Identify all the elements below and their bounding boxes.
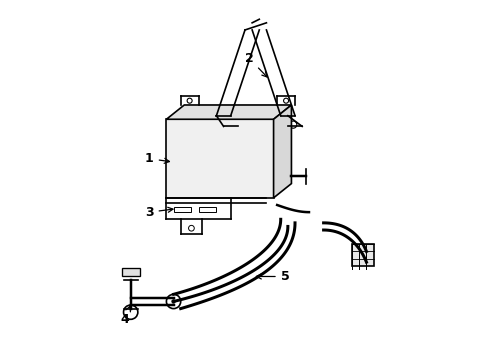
Bar bbox=[122, 267, 140, 276]
Text: 5: 5 bbox=[256, 270, 290, 283]
Bar bbox=[352, 244, 373, 266]
Text: 1: 1 bbox=[145, 152, 170, 165]
Text: 3: 3 bbox=[145, 206, 173, 219]
Polygon shape bbox=[273, 105, 292, 198]
Bar bbox=[198, 207, 217, 212]
Text: 2: 2 bbox=[245, 52, 267, 77]
Circle shape bbox=[172, 300, 175, 303]
Polygon shape bbox=[167, 105, 292, 119]
Polygon shape bbox=[167, 119, 273, 198]
Text: 4: 4 bbox=[120, 306, 130, 326]
Bar bbox=[173, 207, 192, 212]
